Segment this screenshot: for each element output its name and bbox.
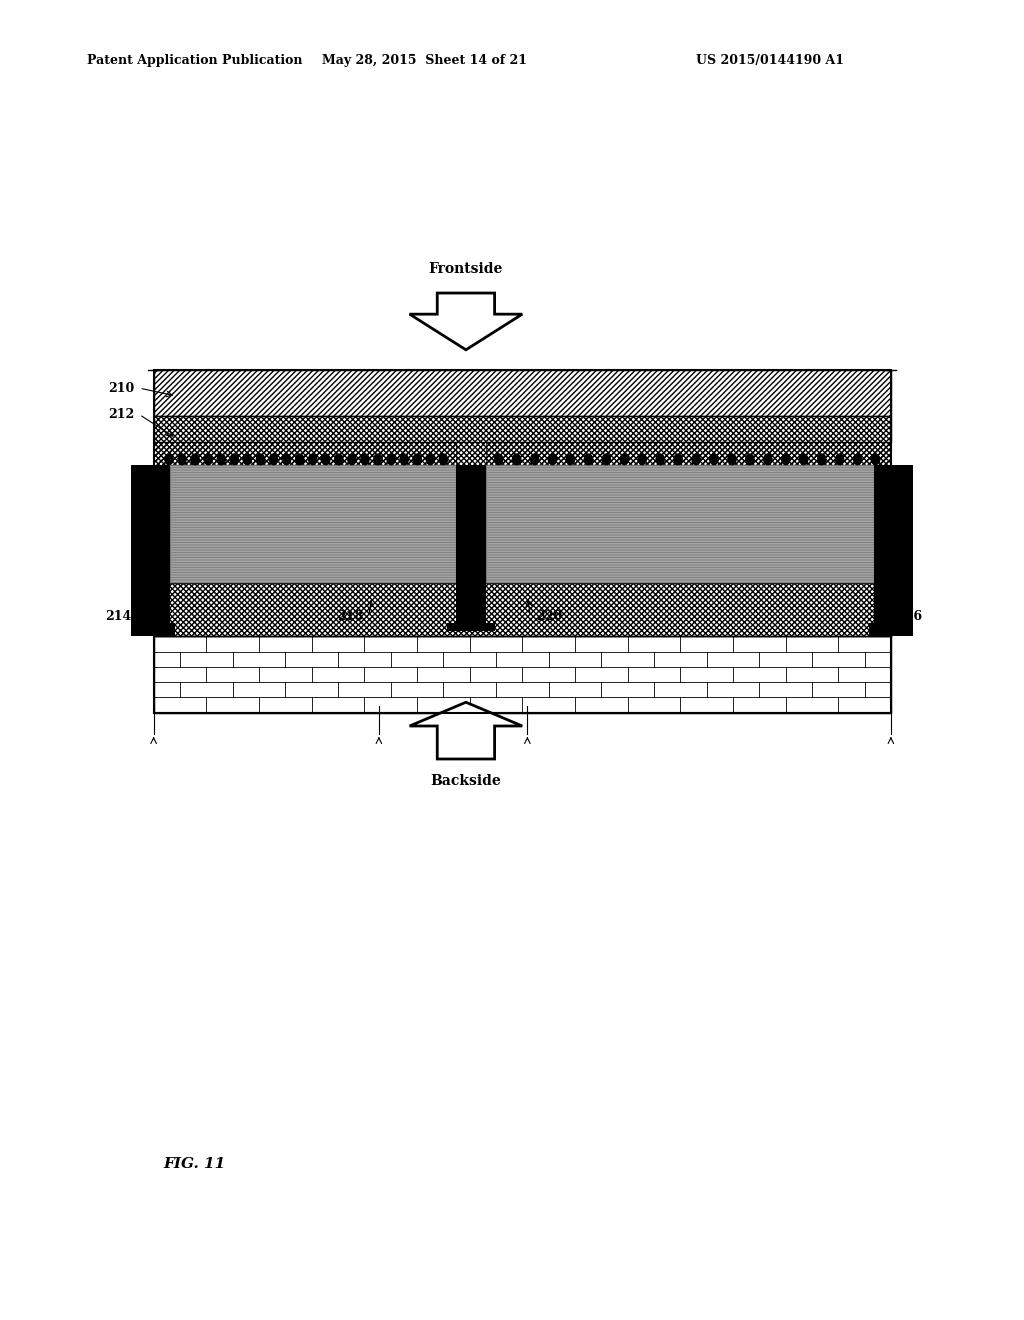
Circle shape	[322, 454, 330, 465]
Circle shape	[656, 454, 665, 465]
Bar	[874, 465, 913, 623]
Circle shape	[692, 454, 700, 465]
Bar	[447, 623, 495, 631]
Text: Patent Application Publication: Patent Application Publication	[87, 54, 302, 67]
Circle shape	[853, 454, 861, 465]
Bar	[486, 442, 891, 465]
Text: Frontside: Frontside	[429, 263, 503, 276]
Circle shape	[165, 454, 173, 465]
Polygon shape	[410, 293, 522, 350]
Circle shape	[674, 454, 682, 465]
Text: 220: 220	[536, 610, 562, 623]
Text: May 28, 2015  Sheet 14 of 21: May 28, 2015 Sheet 14 of 21	[323, 54, 527, 67]
Circle shape	[400, 454, 409, 465]
Text: 216: 216	[896, 610, 923, 623]
Bar	[154, 370, 891, 416]
Circle shape	[439, 454, 447, 465]
Bar	[486, 465, 874, 583]
Circle shape	[348, 454, 356, 465]
Circle shape	[638, 454, 646, 465]
Circle shape	[244, 454, 252, 465]
Circle shape	[387, 454, 395, 465]
Circle shape	[621, 454, 629, 465]
Bar	[456, 465, 486, 631]
Polygon shape	[410, 702, 522, 759]
Circle shape	[269, 454, 278, 465]
Circle shape	[230, 454, 239, 465]
Circle shape	[256, 454, 264, 465]
Bar	[170, 465, 456, 583]
Bar	[154, 416, 891, 442]
Bar	[154, 583, 891, 636]
Circle shape	[374, 454, 382, 465]
Circle shape	[217, 454, 225, 465]
Text: 214: 214	[104, 610, 131, 623]
Text: 218: 218	[337, 610, 364, 623]
Text: 210: 210	[108, 381, 134, 395]
Circle shape	[335, 454, 343, 465]
Bar	[131, 623, 175, 636]
Circle shape	[566, 454, 574, 465]
Circle shape	[549, 454, 557, 465]
Circle shape	[602, 454, 610, 465]
Circle shape	[585, 454, 593, 465]
Circle shape	[191, 454, 200, 465]
Circle shape	[781, 454, 790, 465]
Bar	[869, 623, 913, 636]
Text: Backside: Backside	[430, 775, 502, 788]
Bar	[154, 583, 891, 636]
Text: 212: 212	[108, 408, 134, 421]
Circle shape	[817, 454, 825, 465]
Circle shape	[178, 454, 186, 465]
Bar	[154, 370, 891, 713]
Circle shape	[360, 454, 369, 465]
Circle shape	[836, 454, 844, 465]
Bar	[154, 416, 891, 442]
Bar	[131, 465, 170, 623]
Bar	[154, 442, 891, 465]
Circle shape	[413, 454, 421, 465]
Text: US 2015/0144190 A1: US 2015/0144190 A1	[696, 54, 845, 67]
Bar	[154, 442, 456, 465]
Bar	[486, 465, 874, 583]
Circle shape	[728, 454, 736, 465]
Circle shape	[710, 454, 718, 465]
Bar	[154, 370, 891, 416]
Text: FIG. 11: FIG. 11	[164, 1158, 225, 1171]
Bar	[154, 442, 891, 465]
Circle shape	[530, 454, 539, 465]
Circle shape	[308, 454, 316, 465]
Circle shape	[513, 454, 521, 465]
Circle shape	[495, 454, 503, 465]
Circle shape	[745, 454, 754, 465]
Circle shape	[296, 454, 304, 465]
Circle shape	[204, 454, 212, 465]
Circle shape	[871, 454, 880, 465]
Bar	[170, 465, 456, 583]
Circle shape	[426, 454, 434, 465]
Circle shape	[764, 454, 772, 465]
Circle shape	[283, 454, 291, 465]
Bar	[154, 636, 891, 713]
Circle shape	[800, 454, 808, 465]
